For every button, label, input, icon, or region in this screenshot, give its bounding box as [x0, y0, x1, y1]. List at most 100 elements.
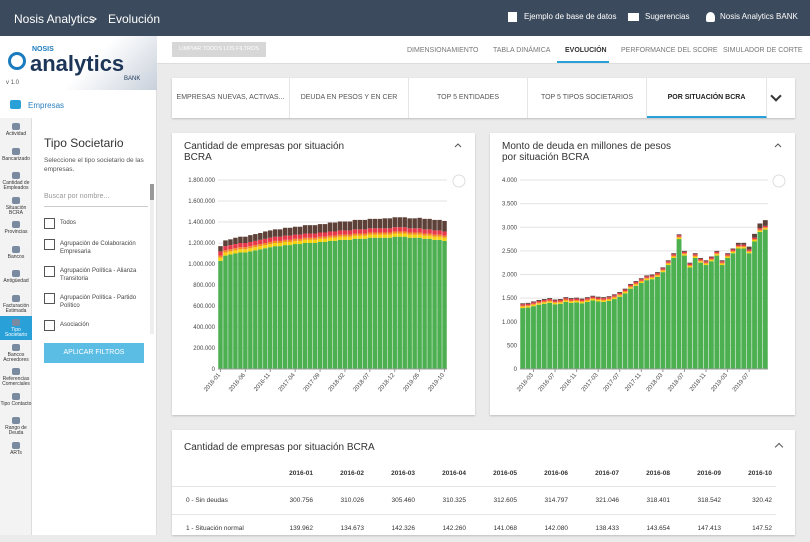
clear-button[interactable]: LIMPIAR TODOS LOS FILTROS	[172, 42, 266, 57]
menu-item[interactable]: Bancos	[0, 243, 32, 267]
table-title: Cantidad de empresas por situación BCRA	[184, 442, 375, 453]
bar-segment	[248, 235, 253, 242]
cell: 310.026	[317, 485, 368, 514]
link[interactable]: Nosis Analytics BANK	[720, 12, 798, 21]
subtab[interactable]: DEUDA EN PESOS Y EN CER	[290, 78, 409, 118]
bar-segment	[558, 303, 563, 369]
bar-segment	[574, 300, 580, 303]
bar-segment	[611, 294, 617, 296]
toolbar: LIMPIAR TODOS LOS FILTROS DIMENSIONAMIEN…	[157, 36, 810, 64]
bar-segment	[322, 236, 328, 239]
bar-segment	[297, 238, 303, 241]
collapse[interactable]	[454, 143, 462, 148]
menu-item[interactable]: Tipo Contacto	[0, 390, 32, 414]
link[interactable]: Sugerencias	[645, 12, 690, 21]
bar-segment	[397, 233, 402, 237]
chevron[interactable]	[770, 90, 782, 102]
x-tick-label: 2016-11	[253, 372, 272, 393]
menu-item[interactable]: Provincias	[0, 218, 32, 242]
menu-item[interactable]: Situación BCRA	[0, 194, 32, 218]
logo-main: analytics	[30, 51, 125, 76]
bar-segment	[238, 252, 243, 369]
bar-segment	[611, 295, 617, 297]
menu-item[interactable]: Facturación Estimada	[0, 292, 32, 316]
bar-segment	[332, 235, 338, 238]
tab[interactable]: PERFORMANCE DEL SCORE	[621, 47, 718, 54]
bar-segment	[397, 227, 402, 232]
cell: 314.797	[521, 485, 572, 514]
bar-segment	[714, 254, 720, 256]
bar-segment	[617, 295, 623, 297]
bar-segment	[698, 262, 704, 369]
tab[interactable]: SIMULADOR DE CORTE	[723, 47, 803, 54]
checkbox[interactable]: Todos	[44, 218, 148, 229]
bar-segment	[708, 258, 714, 260]
menu-item[interactable]: ARTs	[0, 439, 32, 463]
bar-segment	[606, 298, 612, 300]
bar-segment	[258, 244, 263, 247]
apply-button[interactable]: APLICAR FILTROS	[44, 343, 144, 363]
subtab[interactable]: TOP 5 TIPOS SOCIETARIOS	[528, 78, 647, 118]
bar-segment	[332, 231, 338, 236]
menu-item[interactable]: Actividad	[0, 120, 32, 144]
checkbox[interactable]: Agrupación de Colaboración Empresaria	[44, 239, 148, 256]
bar-segment	[442, 240, 447, 369]
checkbox[interactable]: Asociación	[44, 320, 148, 331]
search[interactable]: Buscar por nombre...	[44, 193, 148, 207]
subtab[interactable]: TOP 5 ENTIDADES	[409, 78, 528, 118]
bar-segment	[644, 280, 650, 369]
menu-item[interactable]: Antigüedad	[0, 267, 32, 291]
bar-segment	[692, 255, 698, 257]
icon	[12, 343, 20, 351]
menu-item[interactable]: Referencias Comerciales	[0, 365, 32, 389]
brand[interactable]: Nosis Analytics	[14, 12, 95, 26]
menu-item[interactable]: Rango de Deuda	[0, 414, 32, 438]
bar-segment	[563, 298, 569, 300]
subtab[interactable]: EMPRESAS NUEVAS, ACTIVAS...	[172, 78, 290, 118]
header-row: 2016-01 2016-02 2016-03 2016-04 2016-05 2016-…	[172, 462, 776, 486]
bar-segment	[362, 233, 368, 236]
bar-segment	[322, 241, 328, 369]
collapse[interactable]	[774, 442, 784, 452]
checkbox[interactable]: Agrupación Política - Alianza Transitori…	[44, 266, 148, 283]
menu-item[interactable]: Cantidad de Empleados	[0, 169, 32, 193]
bar-segment	[698, 257, 704, 259]
menu-item[interactable]: Bancos Acreedores	[0, 341, 32, 365]
menu-item[interactable]: Tipo Societario	[0, 316, 32, 340]
chart-card: Cantidad de empresas por situación BCRA …	[172, 133, 475, 415]
bar-segment	[352, 238, 358, 369]
subtab[interactable]: POR SITUACIÓN BCRA	[647, 78, 767, 118]
bar-segment	[367, 234, 373, 238]
bar-segment	[372, 237, 378, 369]
menu-item[interactable]: Bancarizado	[0, 145, 32, 169]
cell: 318.542	[674, 485, 725, 514]
checkbox[interactable]: Agrupación Política - Partido Político	[44, 293, 148, 310]
chart-card: Monto de deuda en millones de pesos por …	[490, 133, 795, 415]
download[interactable]	[452, 174, 466, 188]
bar-segment	[660, 269, 666, 271]
section[interactable]: Empresas	[28, 101, 65, 110]
bar-segment	[342, 230, 348, 235]
cell: 142.080	[521, 513, 572, 542]
bar-segment	[595, 301, 601, 369]
cell: 142.326	[368, 513, 419, 542]
download[interactable]	[772, 174, 786, 188]
tab[interactable]: DIMENSIONAMIENTO	[407, 47, 479, 54]
bar-segment	[719, 260, 725, 262]
bar-segment	[574, 302, 580, 369]
bar-segment	[547, 299, 553, 301]
tab[interactable]: TABLA DINÁMICA	[493, 47, 551, 54]
bar-segment	[752, 233, 757, 238]
header-cell: 2016-01	[289, 470, 313, 478]
bar-segment	[273, 236, 278, 241]
bar-segment	[243, 247, 248, 250]
link[interactable]: Ejemplo de base de datos	[524, 12, 617, 21]
header-cell	[172, 462, 266, 486]
bar-segment	[312, 237, 318, 240]
cell: 320.42	[725, 485, 776, 514]
tab[interactable]: EVOLUCIÓN	[565, 47, 607, 54]
collapse[interactable]	[774, 143, 782, 148]
bar-segment	[307, 233, 313, 238]
bar-segment	[741, 248, 747, 369]
bar-segment	[437, 236, 442, 240]
